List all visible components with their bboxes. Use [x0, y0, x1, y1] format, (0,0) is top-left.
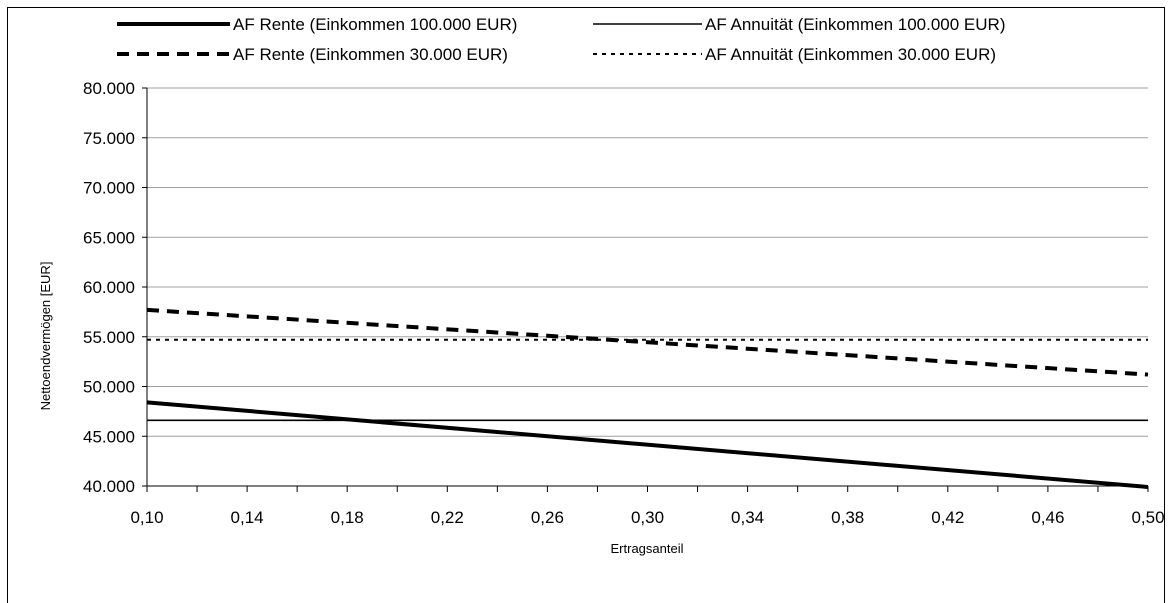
legend-label-3: AF Rente (Einkommen 30.000 EUR): [233, 45, 508, 64]
x-tick-label: 0,26: [531, 508, 564, 527]
y-tick-labels: 40.000 45.000 50.000 55.000 60.000 65.000 70.0…: [83, 79, 135, 496]
x-tick-labels: 0,10 0,14 0,18 0,22 0,26 0,30 0,34 0,38 0,42 0,46…: [130, 508, 1164, 527]
legend-label-1: AF Rente (Einkommen 100.000 EUR): [233, 15, 517, 34]
series-line-3: [146, 307, 1149, 377]
x-tick-label: 0,50: [1131, 508, 1164, 527]
x-tick-label: 0,14: [231, 508, 264, 527]
y-tick-label: 65.000: [83, 228, 135, 247]
series-lines: [146, 307, 1149, 489]
x-tick-label: 0,42: [931, 508, 964, 527]
x-tick-label: 0,46: [1031, 508, 1064, 527]
legend: AF Rente (Einkommen 100.000 EUR) AF Annui…: [117, 15, 1005, 64]
y-tick-label: 40.000: [83, 477, 135, 496]
x-tick-label: 0,30: [631, 508, 664, 527]
x-axis-label: Ertragsanteil: [611, 541, 684, 556]
y-tick-label: 45.000: [83, 427, 135, 446]
x-tick-label: 0,38: [831, 508, 864, 527]
x-tick-label: 0,34: [731, 508, 764, 527]
axes: [142, 87, 1149, 492]
x-tick-label: 0,22: [431, 508, 464, 527]
series-line-1: [146, 400, 1149, 489]
x-tick-label: 0,10: [130, 508, 163, 527]
y-tick-label: 80.000: [83, 79, 135, 98]
chart-frame: [7, 7, 1165, 603]
y-axis-label: Nettoendvermögen [EUR]: [38, 262, 53, 411]
legend-label-2: AF Annuität (Einkommen 100.000 EUR): [705, 15, 1005, 34]
x-tick-label: 0,18: [331, 508, 364, 527]
gridlines: [147, 87, 1148, 437]
y-tick-label: 55.000: [83, 328, 135, 347]
y-tick-label: 70.000: [83, 179, 135, 198]
y-tick-label: 75.000: [83, 129, 135, 148]
y-tick-label: 50.000: [83, 378, 135, 397]
legend-label-4: AF Annuität (Einkommen 30.000 EUR): [705, 45, 996, 64]
y-tick-label: 60.000: [83, 278, 135, 297]
